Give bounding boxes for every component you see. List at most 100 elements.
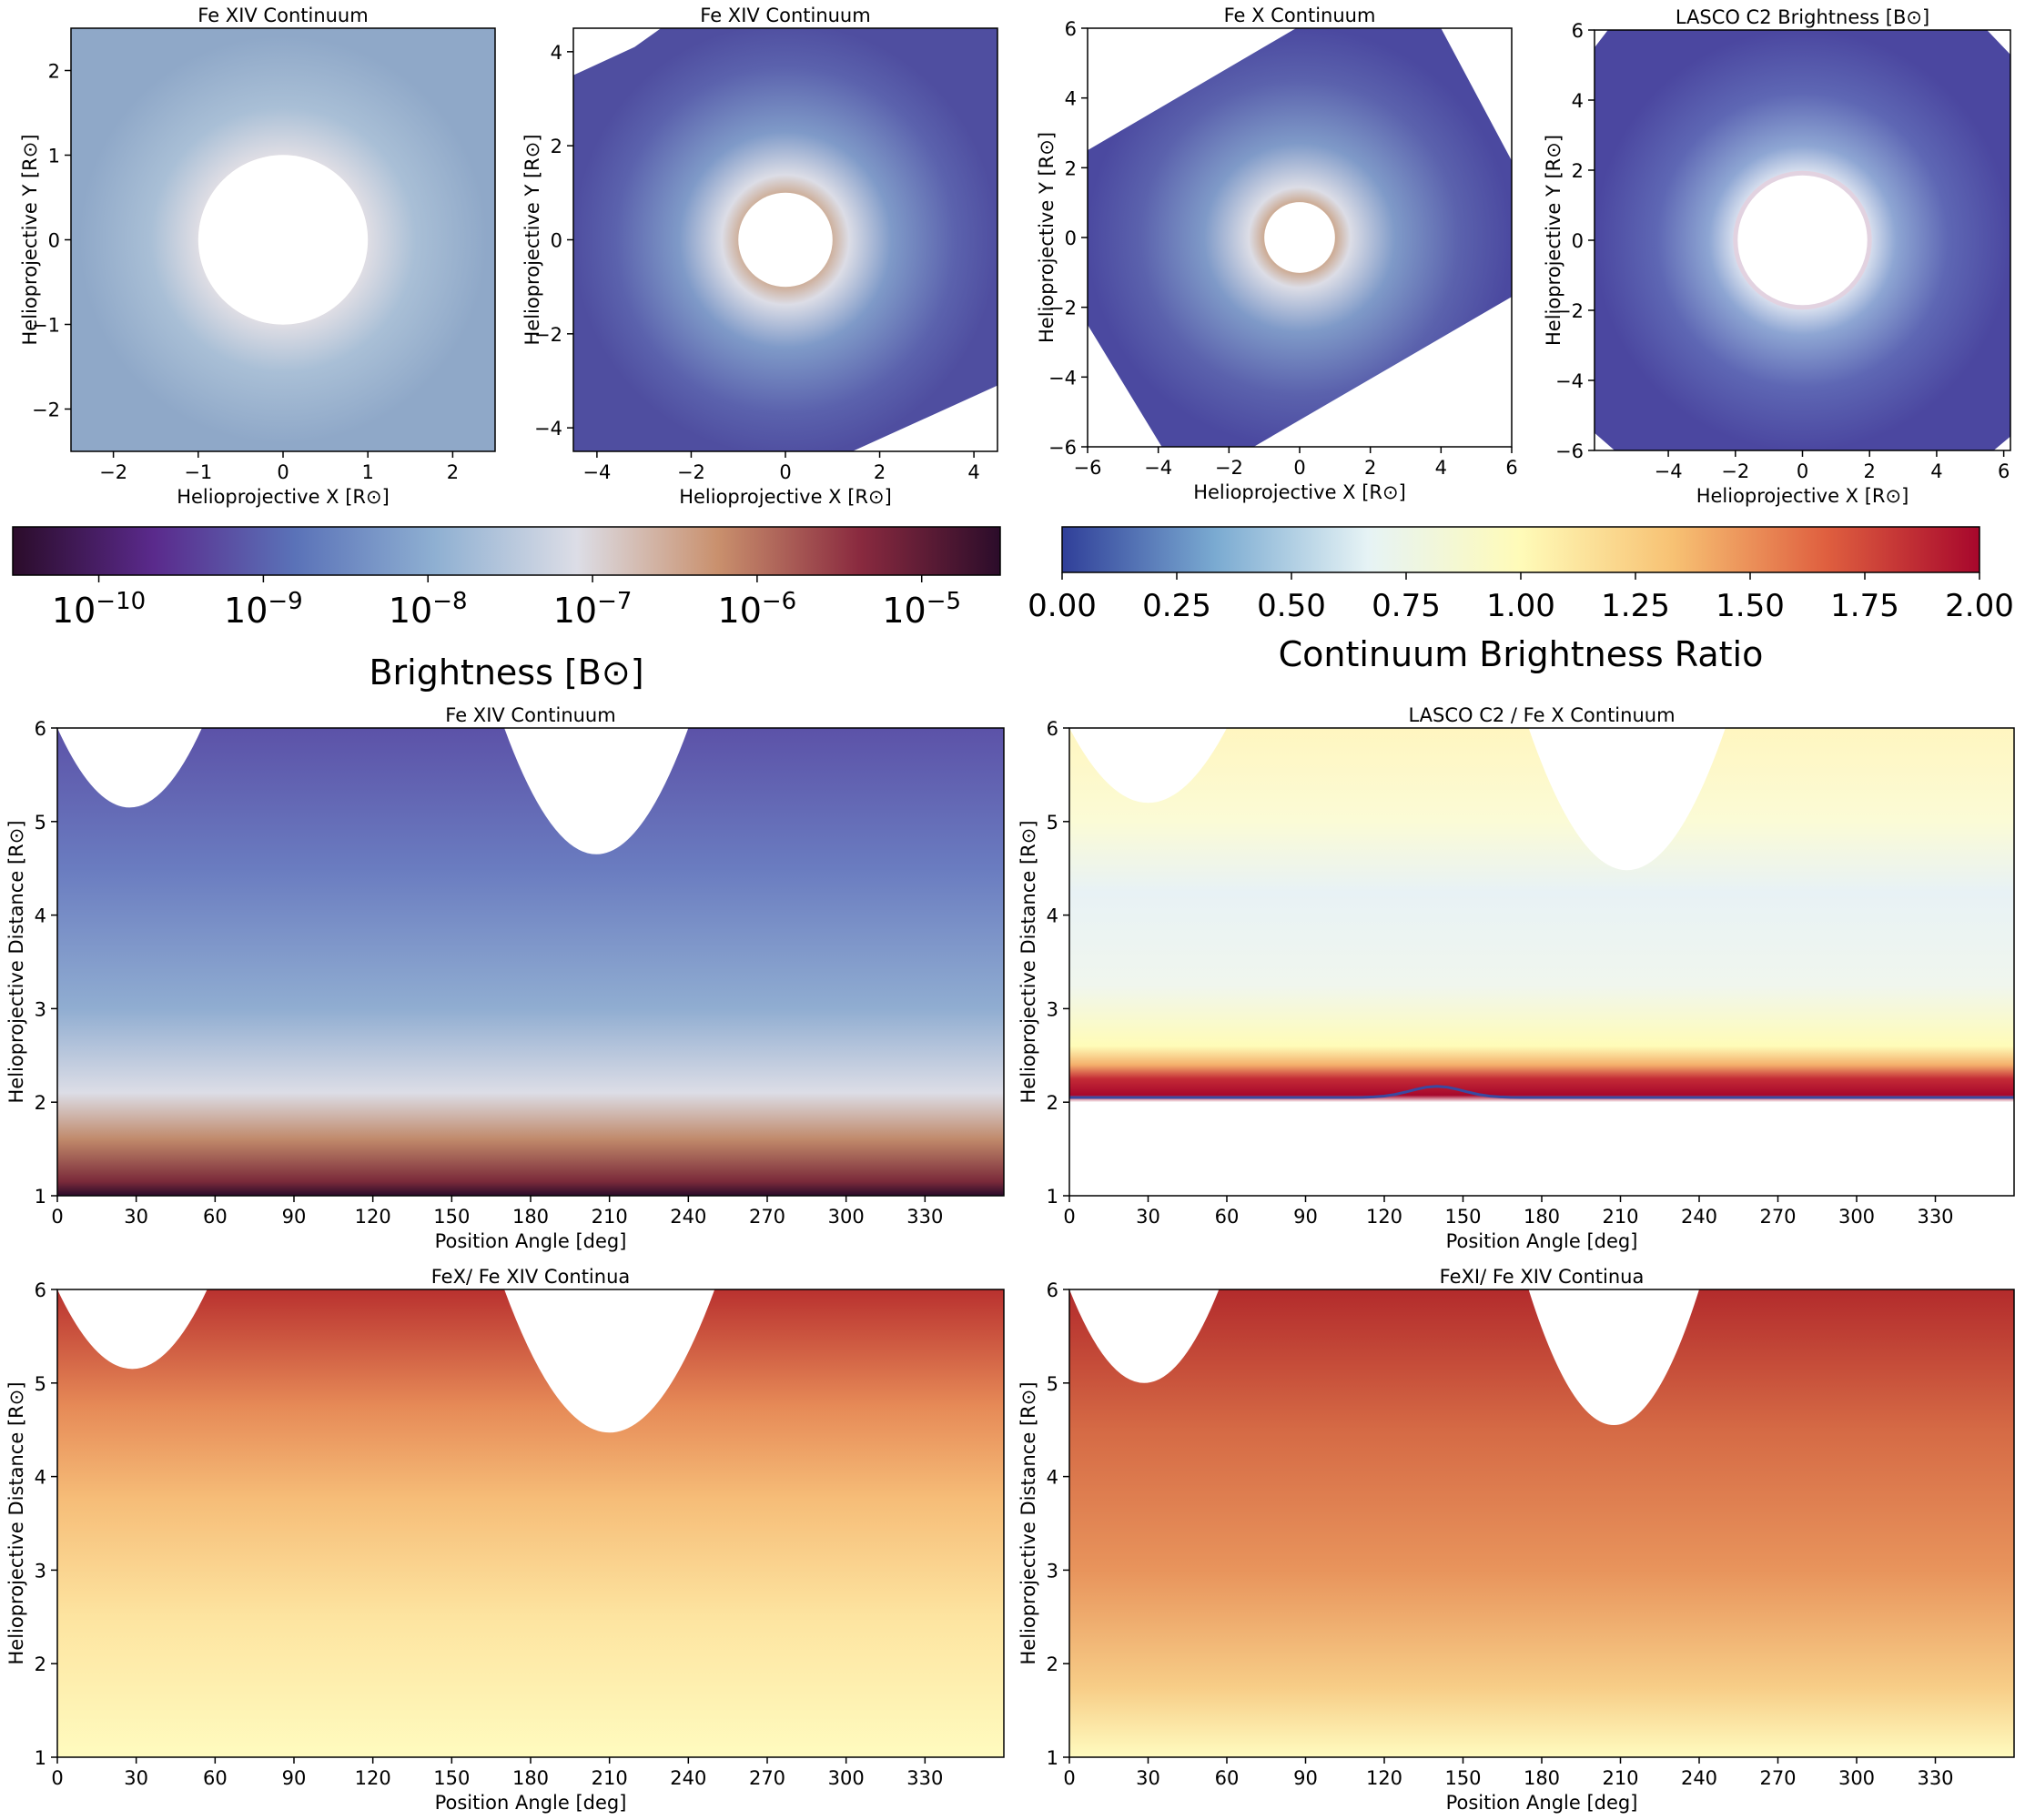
y-tick-label: 4 [1047, 1467, 1058, 1489]
x-tick-label: 2 [1364, 457, 1376, 479]
x-tick-label: 0 [51, 1206, 63, 1228]
colorbar-tick-label: 0.75 [1372, 588, 1441, 624]
y-axis-label: Helioprojective Distance [R⊙] [5, 820, 27, 1103]
colorbar-tick-label: 10−7 [553, 588, 633, 631]
y-tick-label: 6 [1047, 718, 1058, 740]
chart-title: Fe X Continuum [1224, 5, 1376, 26]
x-tick-label: 300 [828, 1206, 865, 1228]
occulter-disk [197, 155, 369, 325]
heatmap-image [57, 728, 1004, 1196]
chart-p6: 0 30 60 90 120 150 180 210 240 270 300 330 1 2 3 4 5 6 LAS… [1018, 704, 2015, 1252]
colorbar-tick-label: 1.50 [1716, 588, 1785, 624]
chart-p2: −4 −2 0 2 4 −4 −2 0 2 4 Fe XIV Continuum Helioproje… [521, 5, 998, 508]
x-tick-label: −4 [1144, 457, 1172, 479]
x-tick-label: 60 [1215, 1206, 1240, 1228]
y-tick-label: 1 [35, 1186, 46, 1208]
y-tick-label: 3 [1047, 998, 1058, 1020]
x-tick-label: 0 [779, 461, 791, 483]
x-tick-label: 210 [1602, 1767, 1638, 1789]
y-tick-label: −4 [534, 418, 562, 440]
x-tick-label: 60 [1215, 1767, 1240, 1789]
plot-area [1595, 30, 2010, 450]
x-tick-label: 240 [1681, 1767, 1717, 1789]
chart-p4: −4 −2 0 2 4 6 −6 −4 −2 0 2 4 6 LASCO C2 Brightness [B… [1543, 6, 2011, 507]
x-tick-label: 240 [1681, 1206, 1717, 1228]
y-tick-label: 4 [35, 1467, 46, 1489]
y-tick-label: 2 [1572, 160, 1584, 182]
x-tick-label: 120 [1366, 1206, 1402, 1228]
y-axis-label: Helioprojective Y [R⊙] [521, 134, 543, 345]
colorbar-tick-label: 1.25 [1601, 588, 1670, 624]
y-tick-label: 5 [1047, 1373, 1058, 1395]
y-tick-label: 0 [1065, 228, 1077, 249]
x-tick-label: 150 [1444, 1206, 1481, 1228]
x-tick-label: 2 [1864, 460, 1876, 482]
x-tick-label: 0 [1293, 457, 1305, 479]
x-tick-label: 30 [1136, 1206, 1160, 1228]
x-tick-label: 270 [749, 1206, 785, 1228]
colorbar-cb1: 10−10 10−9 10−8 10−7 10−6 10−5 Brightness [B⊙] [12, 526, 1001, 693]
chart-title: LASCO C2 Brightness [B⊙] [1676, 6, 1929, 28]
y-tick-label: 6 [35, 718, 46, 740]
no-data-region [1069, 1289, 1699, 1426]
occulter-disk [1733, 170, 1872, 310]
y-tick-label: 2 [1047, 1653, 1058, 1675]
chart-title: Fe XIV Continuum [197, 5, 368, 26]
y-tick-label: 3 [35, 998, 46, 1020]
x-tick-label: 270 [1759, 1206, 1796, 1228]
y-tick-label: 0 [1572, 230, 1584, 252]
y-tick-label: 0 [48, 230, 60, 252]
x-tick-label: 240 [670, 1767, 706, 1789]
x-tick-label: −4 [1655, 460, 1683, 482]
x-tick-label: 90 [282, 1206, 307, 1228]
heatmap-image [57, 1289, 1004, 1757]
x-tick-label: 0 [1063, 1767, 1075, 1789]
x-tick-label: −4 [582, 461, 611, 483]
colorbar-tick-label: 10−10 [52, 588, 146, 631]
x-tick-label: 30 [1136, 1767, 1160, 1789]
y-tick-label: 0 [551, 230, 562, 252]
chart-p3: −6 −4 −2 0 2 4 6 −6 −4 −2 0 2 4 6 Fe X Continuum Heliop… [1036, 5, 1518, 503]
x-tick-label: 4 [967, 461, 979, 483]
no-data-region [57, 728, 689, 854]
x-tick-label: 6 [1998, 460, 2010, 482]
x-axis-label: Helioprojective X [R⊙] [1193, 481, 1406, 503]
x-tick-label: 90 [1293, 1767, 1318, 1789]
colorbar-tick-label: 1.75 [1830, 588, 1899, 624]
y-tick-label: −2 [1048, 298, 1077, 319]
x-tick-label: 330 [906, 1206, 943, 1228]
y-axis-label: Helioprojective Y [R⊙] [1036, 132, 1058, 343]
y-tick-label: 2 [551, 136, 562, 157]
x-tick-label: 270 [1759, 1767, 1796, 1789]
x-tick-label: 4 [1435, 457, 1447, 479]
x-tick-label: 0 [51, 1767, 63, 1789]
y-axis-label: Helioprojective Distance [R⊙] [1018, 820, 1039, 1103]
x-tick-label: 120 [1366, 1767, 1402, 1789]
x-tick-label: 2 [874, 461, 886, 483]
y-tick-label: 1 [35, 1747, 46, 1769]
x-tick-label: 330 [906, 1767, 943, 1789]
colorbar-tick-label: 10−6 [718, 588, 797, 631]
y-tick-label: 2 [48, 61, 60, 83]
y-tick-label: 2 [35, 1653, 46, 1675]
plot-area [57, 728, 1004, 1196]
y-tick-label: 1 [1047, 1186, 1058, 1208]
y-axis-label: Helioprojective Distance [R⊙] [5, 1381, 27, 1664]
heatmap-image [1069, 728, 2014, 1196]
plot-area [1069, 728, 2014, 1196]
x-tick-label: −2 [99, 461, 127, 483]
x-axis-label: Position Angle [deg] [435, 1792, 627, 1814]
x-axis-label: Helioprojective X [R⊙] [1696, 485, 1909, 507]
colorbar-tick-label: 2.00 [1945, 588, 2014, 624]
colorbar-tick-label: 10−5 [882, 588, 961, 631]
colorbar-tick-label: 0.00 [1028, 588, 1097, 624]
x-tick-label: 300 [1838, 1767, 1875, 1789]
no-data-region [1069, 728, 1726, 870]
colorbar-tick-label: 10−9 [224, 588, 303, 631]
colorbar-cb2: 0.00 0.25 0.50 0.75 1.00 1.25 1.50 1.75 2.00 Cont… [1028, 526, 2014, 674]
x-tick-label: 30 [124, 1206, 148, 1228]
y-tick-label: −2 [1555, 300, 1584, 322]
x-axis-label: Helioprojective X [R⊙] [177, 486, 390, 508]
x-tick-label: 1 [362, 461, 374, 483]
